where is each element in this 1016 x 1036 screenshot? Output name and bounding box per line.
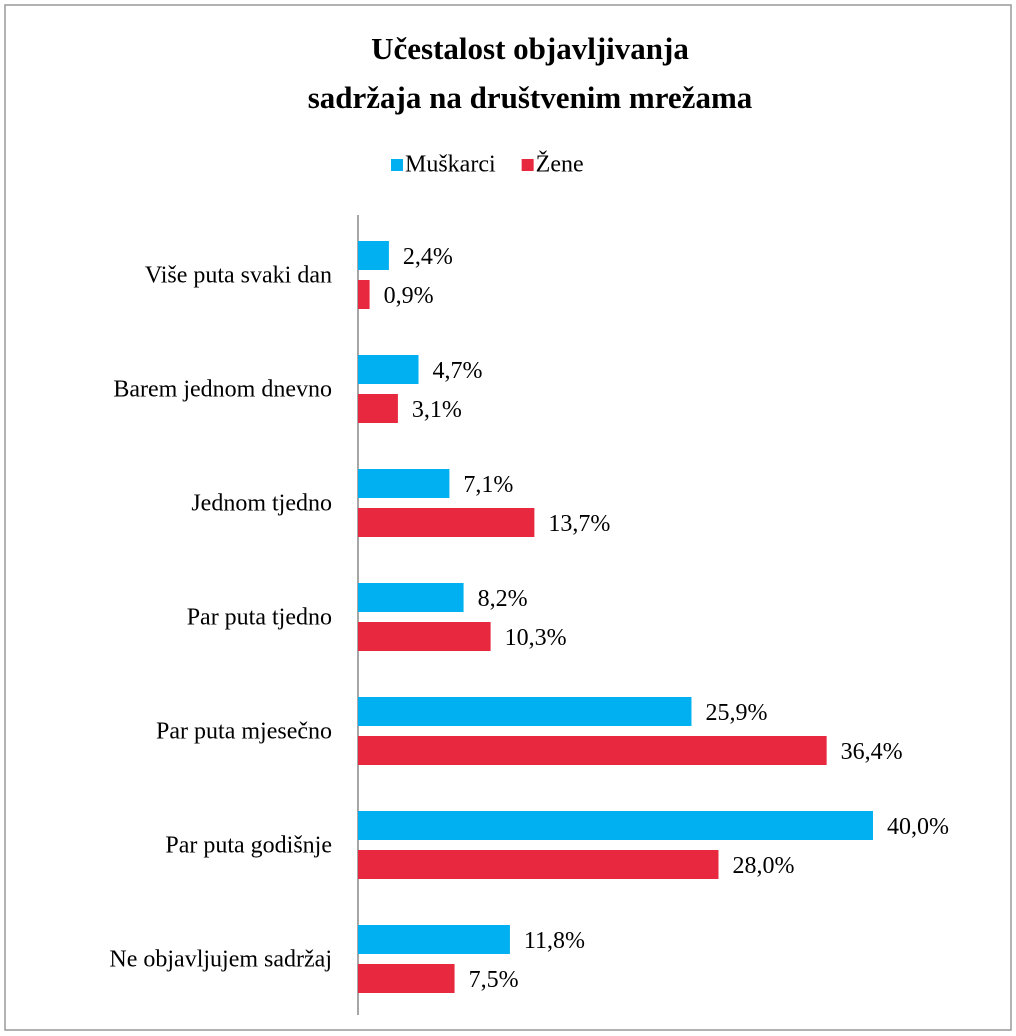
data-label: 3,1% — [412, 397, 462, 423]
data-label: 7,5% — [469, 967, 519, 993]
data-label: 13,7% — [548, 511, 610, 537]
bar — [358, 241, 389, 270]
bar — [358, 469, 450, 498]
data-label: 2,4% — [403, 244, 453, 270]
bar — [358, 622, 491, 651]
bar — [358, 811, 873, 840]
legend-label: Muškarci — [405, 152, 496, 178]
data-label: 25,9% — [705, 700, 767, 726]
y-tick-label: Jednom tjedno — [191, 491, 332, 517]
chart-title: Učestalost objavljivanja — [371, 31, 689, 66]
y-tick-label: Više puta svaki dan — [145, 263, 332, 289]
bar — [358, 736, 827, 765]
legend-swatch — [391, 159, 403, 171]
bar — [358, 583, 464, 612]
data-label: 7,1% — [463, 472, 513, 498]
data-label: 36,4% — [841, 739, 903, 765]
data-label: 28,0% — [733, 853, 795, 879]
data-label: 40,0% — [887, 814, 949, 840]
bar — [358, 925, 510, 954]
data-label: 11,8% — [524, 928, 585, 954]
bar — [358, 355, 419, 384]
bar — [358, 508, 535, 537]
bar — [358, 964, 455, 993]
chart-title: sadržaja na društvenim mrežama — [308, 80, 753, 115]
data-label: 4,7% — [433, 358, 483, 384]
data-label: 8,2% — [478, 586, 528, 612]
bar — [358, 394, 398, 423]
y-tick-label: Par puta tjedno — [187, 605, 332, 631]
data-label: 10,3% — [505, 625, 567, 651]
bar — [358, 697, 692, 726]
y-tick-label: Barem jednom dnevno — [113, 377, 332, 403]
legend-swatch — [521, 159, 534, 171]
y-tick-label: Par puta mjesečno — [156, 719, 332, 745]
data-label: 0,9% — [384, 283, 434, 309]
y-tick-label: Par puta godišnje — [165, 833, 332, 859]
y-tick-label: Ne objavljujem sadržaj — [109, 947, 332, 973]
bar — [358, 850, 719, 879]
legend-label: Žene — [536, 152, 584, 178]
bar — [358, 280, 370, 309]
